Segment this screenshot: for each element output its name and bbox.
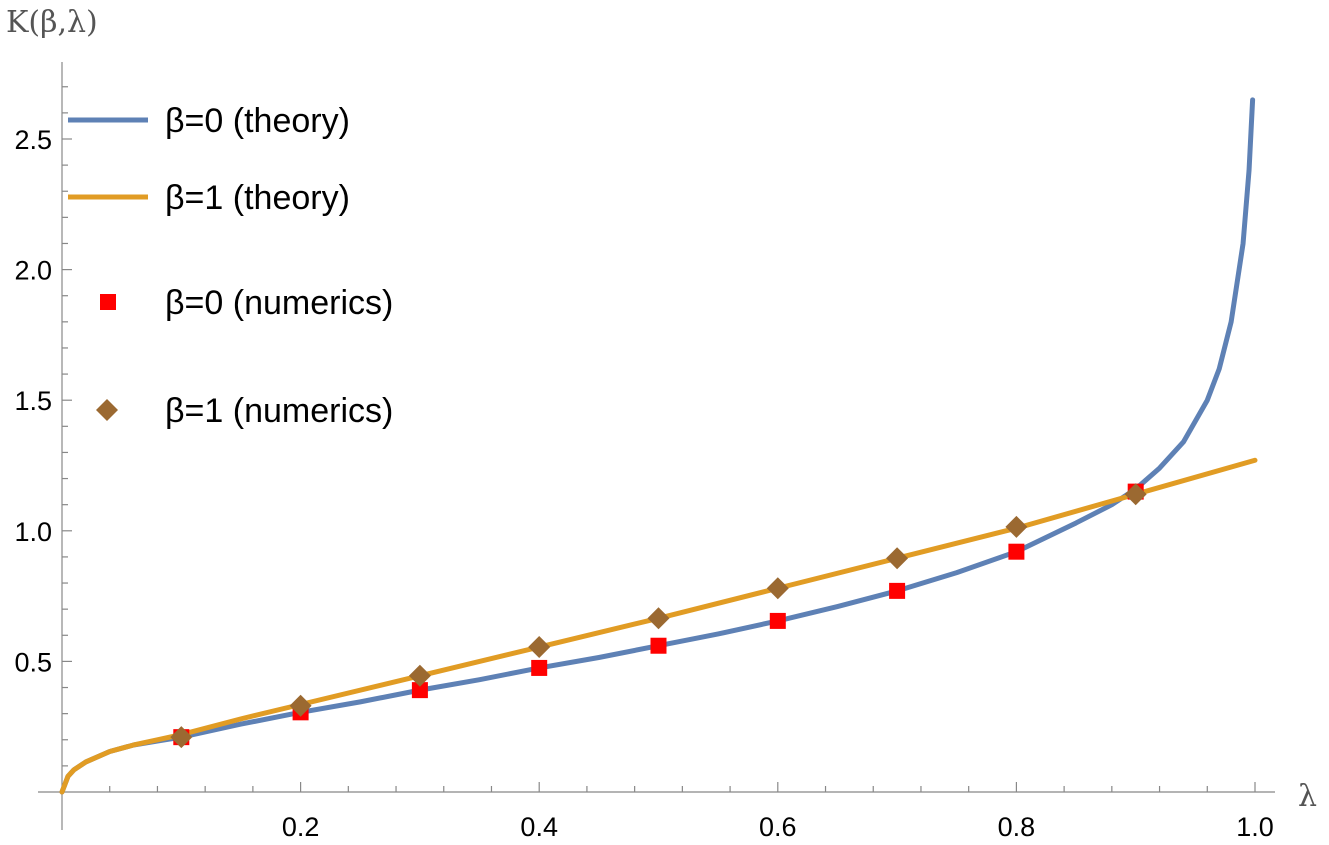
point-diamond	[766, 577, 789, 600]
point-diamond	[170, 726, 193, 749]
legend-label: β=1 (theory)	[165, 179, 350, 217]
point-diamond	[408, 664, 431, 687]
y-tick-label: 1.5	[14, 386, 52, 416]
y-tick-label: 2.0	[14, 256, 52, 286]
y-tick-label: 2.5	[14, 125, 52, 155]
series-layer	[59, 97, 1258, 795]
point-square	[1008, 543, 1025, 560]
y-tick-label: 0.5	[14, 647, 52, 677]
x-tick-label: 0.8	[998, 812, 1036, 842]
point-diamond	[289, 694, 312, 717]
legend: β=0 (theory) β=1 (theory) β=0 (numerics) β=…	[68, 102, 393, 430]
x-tick-label: 1.0	[1236, 812, 1274, 842]
axes	[38, 62, 1275, 830]
x-tick-label: 0.6	[759, 812, 797, 842]
point-diamond	[528, 636, 551, 659]
ticks	[62, 86, 1256, 792]
legend-label: β=0 (theory)	[165, 102, 350, 140]
point-diamond	[647, 607, 670, 630]
legend-swatch-square	[100, 294, 116, 310]
point-diamond	[1124, 483, 1147, 506]
y-tick-label: 1.0	[14, 517, 52, 547]
point-square	[889, 582, 906, 599]
x-tick-label: 0.4	[520, 812, 558, 842]
y-axis-label: K(β,λ)	[6, 5, 98, 40]
legend-label: β=0 (numerics)	[165, 284, 393, 322]
point-square	[411, 682, 428, 699]
legend-swatch-diamond	[96, 399, 118, 421]
legend-label: β=1 (numerics)	[165, 392, 393, 430]
point-square	[531, 659, 548, 676]
points-layer	[170, 483, 1147, 749]
x-axis-label: λ	[1298, 779, 1317, 814]
point-square	[769, 612, 786, 629]
point-square	[650, 637, 667, 654]
point-diamond	[1005, 515, 1028, 538]
x-tick-label: 0.2	[282, 812, 320, 842]
point-diamond	[886, 547, 909, 570]
tick-labels: 0.2 0.4 0.6 0.8 1.0 0.5 1.0 1.5 2.0 2.5	[14, 125, 1273, 842]
series-line-1	[59, 457, 1258, 795]
